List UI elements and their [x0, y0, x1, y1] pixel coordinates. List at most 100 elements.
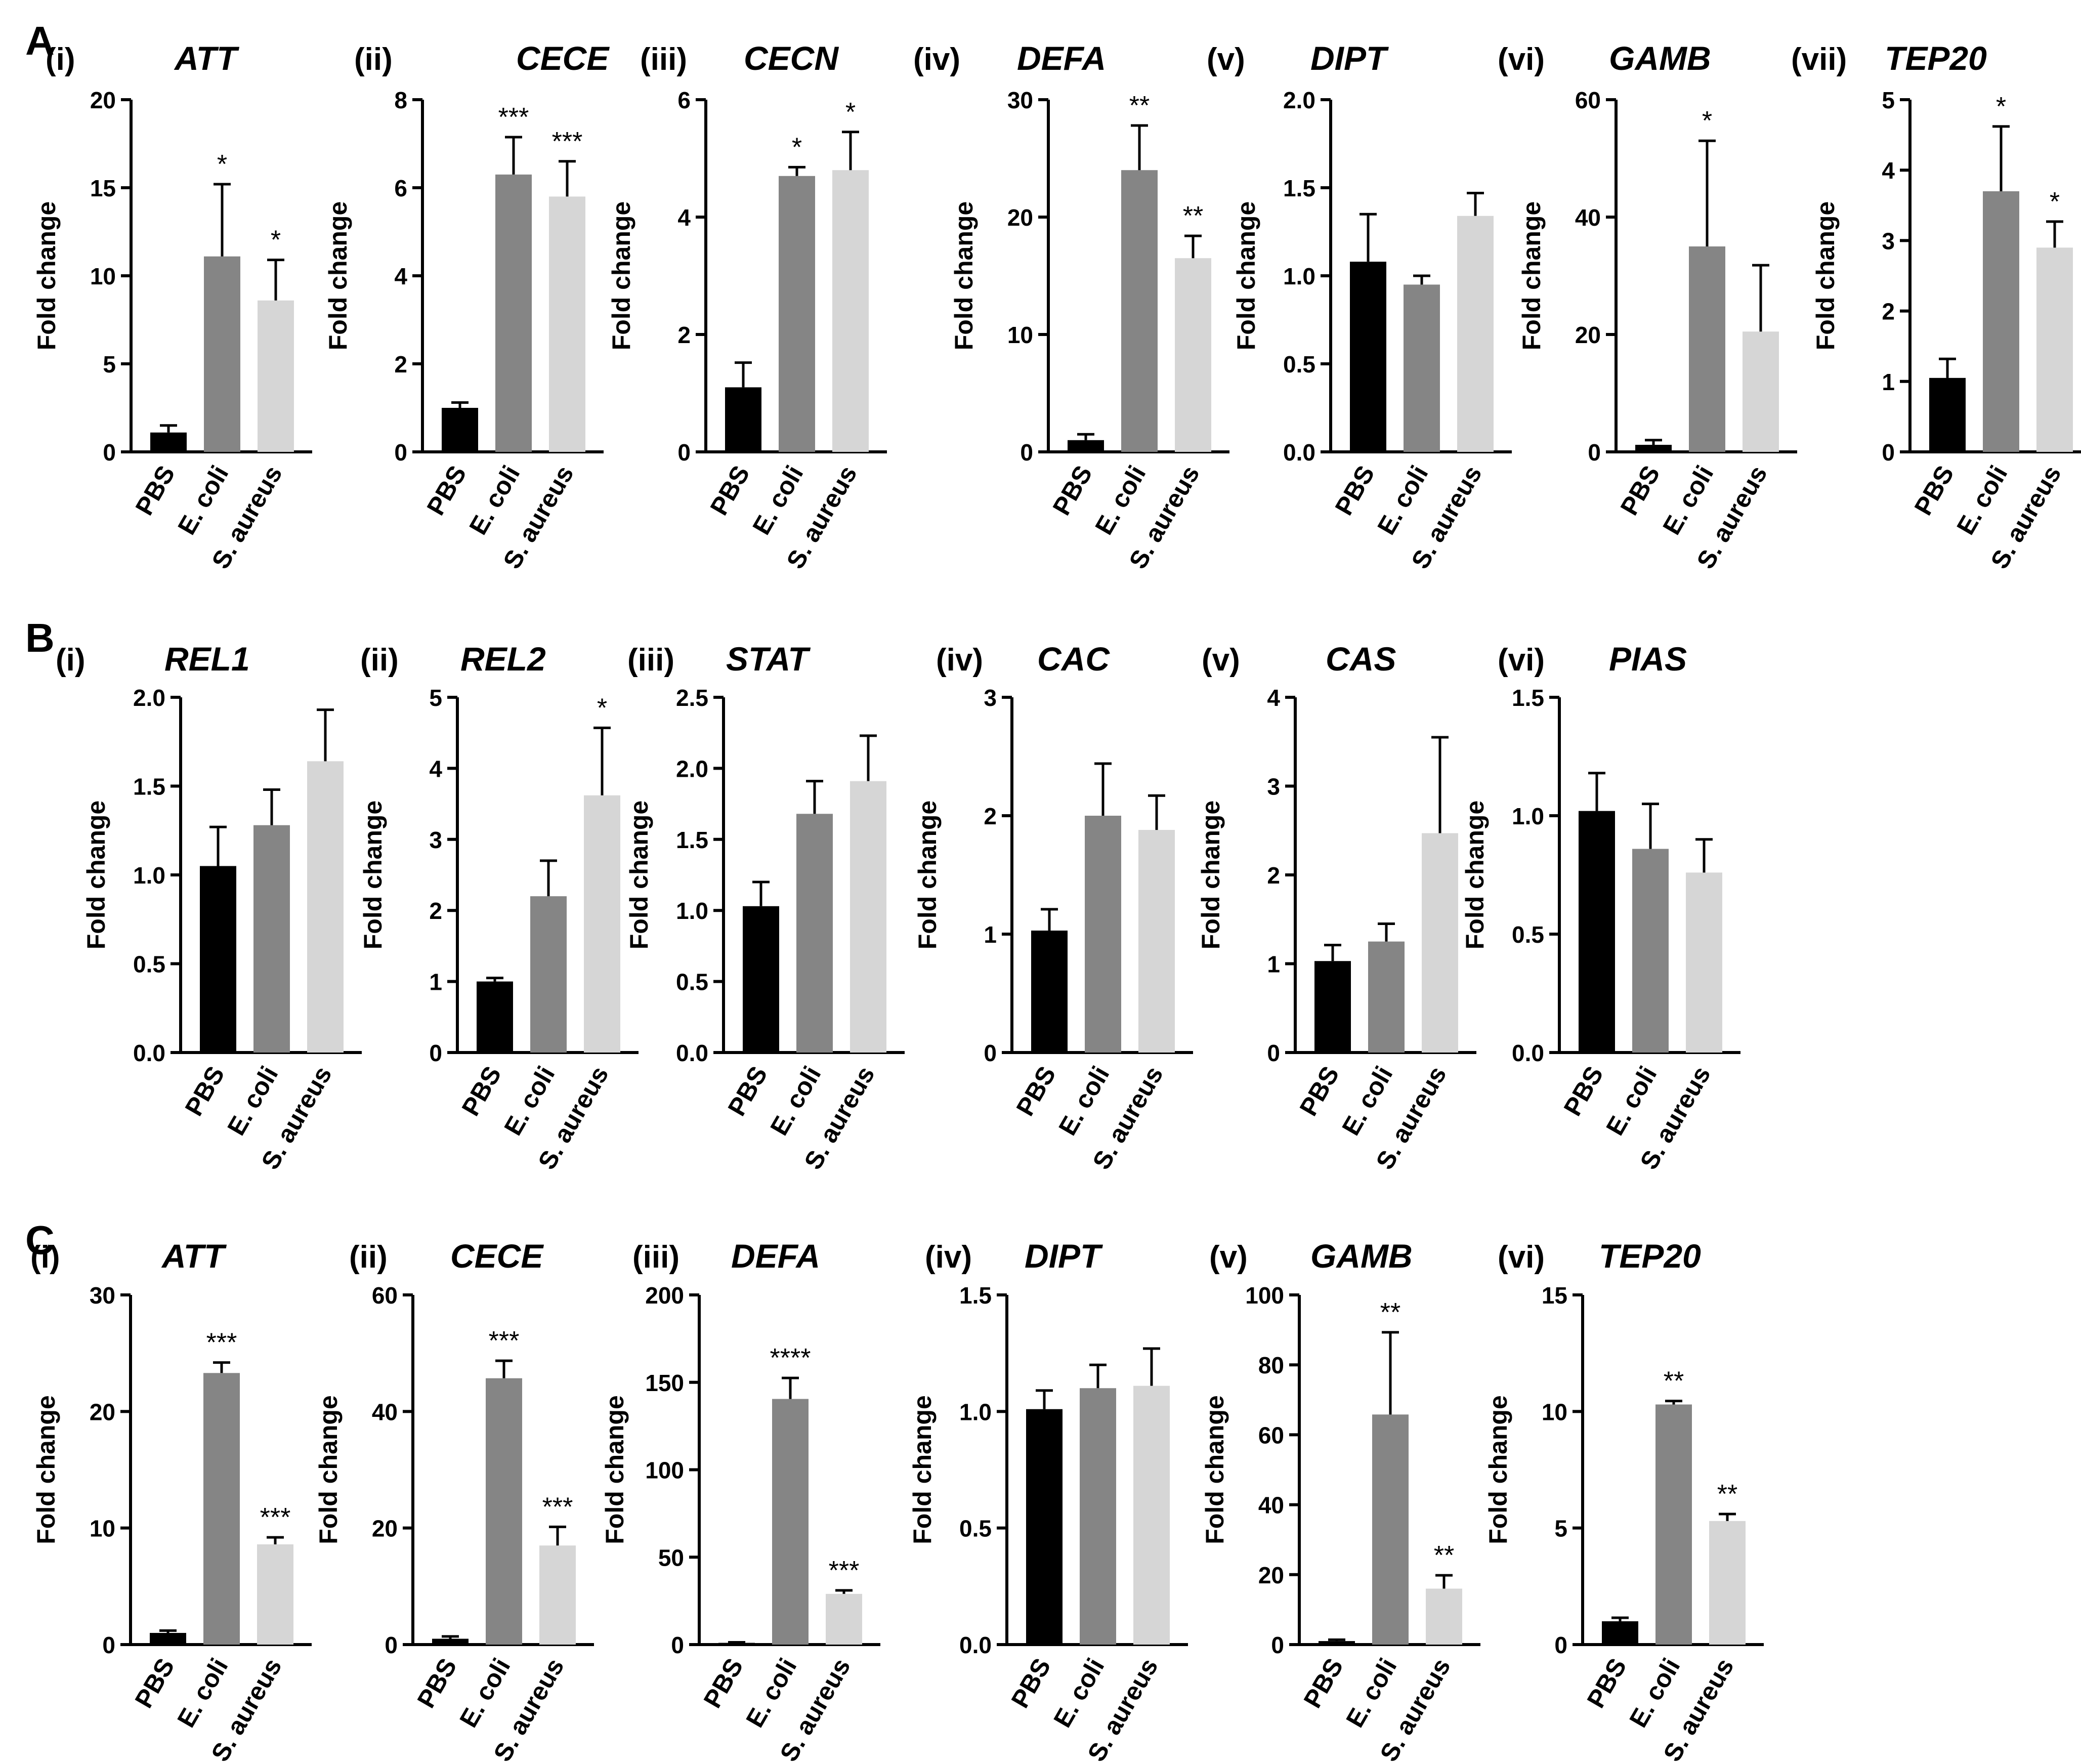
- panel-c-6-ytick-label: 0: [1554, 1632, 1567, 1658]
- panel-b-3-bar-e-coli: [796, 814, 833, 1053]
- panel-c-3-bar-e-coli: [772, 1399, 809, 1645]
- panel-a-3-significance-e-coli: *: [792, 133, 802, 162]
- panel-a-5-ylabel: Fold change: [1232, 201, 1260, 350]
- panel-c-5-ylabel: Fold change: [1201, 1395, 1229, 1544]
- panel-a-7-ytick-label: 5: [1882, 87, 1895, 113]
- panel-c-2-ytick-label: 60: [372, 1282, 398, 1309]
- panel-b-6-ylabel: Fold change: [1461, 801, 1489, 949]
- panel-a-2-bar-pbs: [442, 408, 478, 452]
- panel-b-4-index: (iv): [936, 643, 983, 678]
- panel-c-2-index: (ii): [349, 1240, 388, 1275]
- panel-b-4-bar-s-aureus: [1138, 830, 1175, 1053]
- panel-b-4-bar-pbs: [1031, 930, 1068, 1053]
- panel-a-3-ylabel: Fold change: [607, 201, 635, 350]
- panel-b-5-ytick-label: 1: [1267, 951, 1280, 978]
- panel-a-5-ytick-label: 2.0: [1283, 87, 1315, 113]
- panel-b-3-ytick-label: 1.5: [676, 827, 708, 853]
- panel-c-2-bar-pbs: [432, 1639, 469, 1645]
- panel-b-6-bar-e-coli: [1632, 849, 1669, 1053]
- panel-c-3-ytick-label: 100: [645, 1457, 684, 1484]
- panel-a-3-bar-pbs: [725, 387, 761, 452]
- panel-a-6-bar-pbs: [1635, 445, 1672, 452]
- panel-a-1-significance-s-aureus: *: [271, 226, 281, 255]
- panel-b-4-ylabel: Fold change: [913, 801, 942, 949]
- panel-c-2-ytick-label: 40: [372, 1399, 398, 1425]
- panel-b-3-ytick-label: 2.5: [676, 685, 708, 711]
- panel-b-3-ytick-label: 0.0: [676, 1040, 708, 1066]
- panel-a-4-ytick-label: 20: [1007, 204, 1033, 231]
- panel-b-1-bar-pbs: [200, 866, 236, 1053]
- panel-a-5-bar-s-aureus: [1457, 216, 1494, 452]
- panel-b-5-title: CAS: [1326, 640, 1396, 678]
- panel-c-6-bar-pbs: [1602, 1621, 1638, 1645]
- panel-a-4-index: (iv): [913, 42, 960, 77]
- panel-b-4-bar-e-coli: [1085, 816, 1121, 1053]
- panel-b-3-bar-pbs: [743, 906, 779, 1053]
- panel-c-4-ytick-label: 0.5: [959, 1516, 992, 1542]
- panel-b-1-ytick-label: 1.0: [133, 862, 165, 889]
- panel-c-4-ytick-label: 1.0: [959, 1399, 992, 1425]
- panel-a-5-bar-e-coli: [1404, 284, 1440, 452]
- panel-a-6-index: (vi): [1498, 42, 1545, 77]
- panel-c-1-index: (i): [30, 1240, 60, 1275]
- panel-a-7-ylabel: Fold change: [1811, 201, 1840, 350]
- panel-c-1-bar-pbs: [150, 1632, 186, 1645]
- panel-a-1-significance-e-coli: *: [217, 150, 227, 179]
- panel-a-1-ytick-label: 5: [103, 351, 116, 377]
- panel-c-1-title: ATT: [161, 1237, 227, 1275]
- panel-a-7-ytick-label: 1: [1882, 369, 1895, 395]
- panel-c-1-significance-s-aureus: ***: [260, 1503, 291, 1532]
- panel-letter-b: B: [25, 615, 55, 660]
- panel-a-7-title: TEP20: [1885, 39, 1987, 77]
- panel-a-4-bar-e-coli: [1121, 170, 1158, 452]
- panel-b-5-bar-e-coli: [1368, 941, 1405, 1053]
- panel-a-2-ylabel: Fold change: [324, 201, 352, 350]
- panel-a-2-ytick-label: 0: [394, 439, 407, 466]
- panel-a-6-significance-e-coli: *: [1702, 106, 1712, 136]
- panel-a-7-ytick-label: 2: [1882, 299, 1895, 325]
- panel-a-1-title: ATT: [174, 39, 239, 77]
- panel-a-6-ytick-label: 40: [1575, 204, 1601, 231]
- panel-a-7-ytick-label: 4: [1882, 157, 1895, 184]
- panel-b-6-index: (vi): [1498, 643, 1545, 678]
- panel-a-1-ytick-label: 15: [90, 175, 116, 201]
- panel-a-1-ytick-label: 0: [103, 439, 116, 466]
- panel-a-6-bar-e-coli: [1689, 246, 1725, 452]
- panel-a-4-ytick-label: 30: [1007, 87, 1033, 113]
- panel-b-3-ytick-label: 1.0: [676, 898, 708, 924]
- panel-a-7-significance-e-coli: *: [1996, 92, 2006, 121]
- panel-b-5-ytick-label: 4: [1267, 685, 1280, 711]
- panel-a-7-ytick-label: 3: [1882, 228, 1895, 254]
- panel-c-6-ytick-label: 15: [1542, 1282, 1567, 1309]
- panel-a-6-ytick-label: 0: [1588, 439, 1601, 466]
- panel-c-5-index: (v): [1209, 1240, 1248, 1275]
- panel-a-2-ytick-label: 6: [394, 175, 407, 201]
- panel-c-5-title: GAMB: [1310, 1237, 1413, 1275]
- panel-c-2-title: CECE: [450, 1237, 544, 1275]
- panel-b-5-bar-pbs: [1314, 961, 1351, 1053]
- panel-a-5-ytick-label: 0.0: [1283, 439, 1315, 466]
- panel-b-6-ytick-label: 1.5: [1512, 685, 1544, 711]
- panel-a-5-ytick-label: 1.5: [1283, 175, 1315, 201]
- panel-c-3-bar-s-aureus: [826, 1593, 862, 1645]
- panel-c-3-ytick-label: 50: [658, 1544, 684, 1571]
- panel-b-3-ytick-label: 0.5: [676, 969, 708, 995]
- panel-b-1-ytick-label: 2.0: [133, 685, 165, 711]
- panel-c-5-ytick-label: 40: [1258, 1492, 1284, 1519]
- panel-a-7-ytick-label: 0: [1882, 439, 1895, 466]
- panel-c-4-ytick-label: 0.0: [959, 1632, 992, 1658]
- panel-a-2-bar-s-aureus: [549, 196, 585, 452]
- panel-a-5-index: (v): [1207, 42, 1245, 77]
- panel-b-5-ylabel: Fold change: [1197, 801, 1225, 949]
- panel-a-4-bar-s-aureus: [1175, 258, 1211, 452]
- panel-a-2-significance-s-aureus: ***: [552, 127, 583, 156]
- panel-c-3-title: DEFA: [731, 1237, 820, 1275]
- panel-a-5-title: DIPT: [1310, 39, 1389, 77]
- panel-c-4-index: (iv): [925, 1240, 972, 1275]
- panel-b-2-index: (ii): [360, 643, 399, 678]
- panel-c-1-bar-e-coli: [203, 1373, 240, 1645]
- panel-a-3-title: CECN: [744, 39, 839, 77]
